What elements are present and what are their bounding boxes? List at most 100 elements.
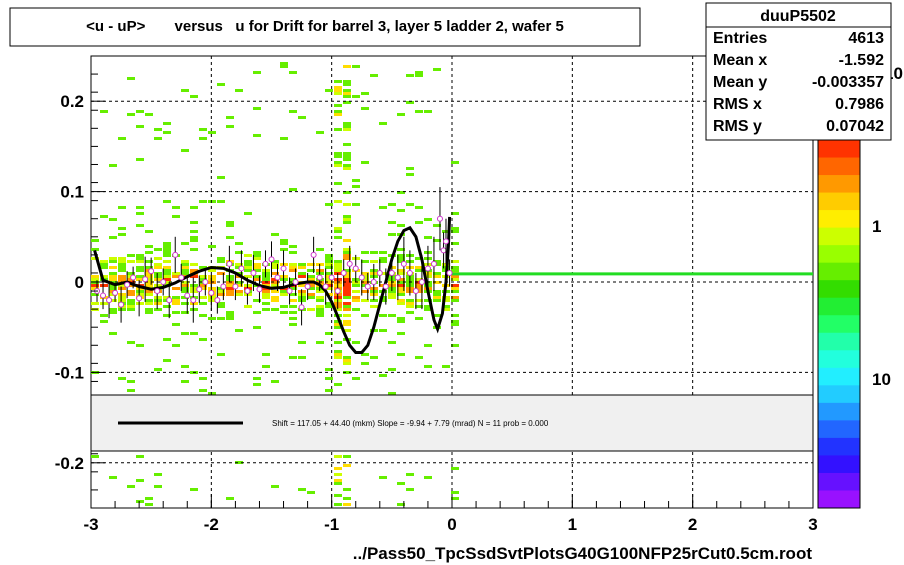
heatmap-cell [325,377,333,380]
heatmap-cell [334,155,342,158]
heatmap-cell [334,341,342,344]
heatmap-cell [334,110,342,113]
heatmap-cell [433,68,441,71]
heatmap-cell [343,362,351,365]
heatmap-cell [397,191,405,194]
heatmap-cell [109,272,117,275]
palette-cell [818,437,860,456]
heatmap-cell [235,251,243,254]
heatmap-cell [109,332,117,335]
heatmap-cell [235,242,243,245]
heatmap-cell [163,266,171,269]
heatmap-cell [262,365,270,368]
heatmap-cell [118,308,126,311]
y-tick-label: 0.1 [60,183,84,202]
heatmap-cell [226,116,234,119]
heatmap-cell [163,272,171,275]
profile-point [298,304,305,311]
heatmap-cell [424,110,432,113]
heatmap-cell [145,308,153,311]
heatmap-cell [298,356,306,359]
heatmap-cell [127,293,135,296]
heatmap-cell [433,314,441,317]
heatmap-cell [451,278,459,281]
palette-cell [818,490,860,509]
heatmap-cell [262,290,270,293]
profile-point [274,274,281,281]
heatmap-cell [235,89,243,92]
stats-label: RMS x [713,96,762,113]
heatmap-cell [226,284,234,287]
heatmap-cell [109,278,117,281]
heatmap-cell [370,251,378,254]
heatmap-cell [379,329,387,332]
profile-point [292,279,299,285]
heatmap-cell [451,260,459,263]
heatmap-cell [172,311,180,314]
heatmap-cell [172,302,180,305]
heatmap-cell [307,491,315,494]
heatmap-cell [415,356,423,359]
profile-point [352,265,359,272]
heatmap-cell [154,284,162,287]
heatmap-cell [109,275,117,278]
heatmap-cell [307,293,315,296]
heatmap-cell [325,287,333,290]
heatmap-cell [325,368,333,371]
heatmap-cell [100,314,108,317]
heatmap-cell [163,131,171,134]
heatmap-cell [361,299,369,302]
heatmap-cell [379,260,387,263]
heatmap-cell [433,272,441,275]
heatmap-cell [208,299,216,302]
stats-value: 4613 [848,30,884,47]
heatmap-cell [262,284,270,287]
heatmap-cell [343,275,351,278]
heatmap-cell [226,125,234,128]
heatmap-cell [334,164,342,167]
heatmap-cell [181,332,189,335]
palette-cell [818,420,860,439]
palette-label: 10 [872,370,891,389]
heatmap-cell [352,341,360,344]
heatmap-cell [307,275,315,278]
heatmap-cell [370,74,378,77]
heatmap-cell [154,299,162,302]
heatmap-cell [253,275,261,278]
heatmap-cell [253,326,261,329]
heatmap-cell [217,257,225,260]
profile-point [376,269,383,276]
palette-cell [818,350,860,369]
heatmap-cell [127,254,135,257]
heatmap-cell [316,314,324,317]
heatmap-cell [343,254,351,257]
heatmap-cell [388,314,396,317]
heatmap-cell [334,227,342,230]
heatmap-cell [388,233,396,236]
heatmap-cell [280,290,288,293]
profile-point [412,288,419,295]
heatmap-cell [226,497,234,500]
heatmap-cell [253,134,261,137]
heatmap-cell [370,299,378,302]
heatmap-cell [289,110,297,113]
heatmap-cell [325,266,333,269]
heatmap-cell [118,266,126,269]
palette-cell [818,402,860,421]
heatmap-cell [361,251,369,254]
heatmap-cell [343,251,351,254]
heatmap-cell [352,203,360,206]
heatmap-cell [217,260,225,263]
profile-point [418,279,425,285]
profile-point [196,286,203,293]
heatmap-cell [181,290,189,293]
heatmap-cell [100,284,108,287]
heatmap-cell [334,323,342,326]
heatmap-cell [451,344,459,347]
heatmap-cell [91,239,99,242]
profile-point [250,269,257,276]
heatmap-cell [298,263,306,266]
heatmap-cell [451,266,459,269]
heatmap-cell [244,269,252,272]
heatmap-cell [307,296,315,299]
